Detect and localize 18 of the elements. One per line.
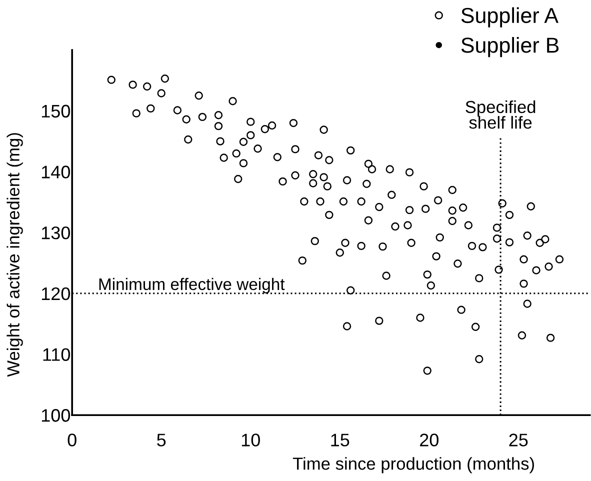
ref-line-label: Specified shelf life	[466, 100, 536, 129]
x-tick-label: 0	[68, 434, 76, 446]
y-tick-label: 120	[42, 287, 70, 300]
y-tick-label: 130	[42, 226, 70, 240]
x-tick-label: 20	[420, 434, 438, 446]
legend-label: Supplier B	[461, 37, 559, 58]
legend-label: Supplier A	[461, 7, 558, 28]
ref-line-label: Minimum effective weight	[99, 278, 285, 294]
y-tick-label: 150	[42, 104, 70, 118]
y-axis-title: Weight of active ingredient (mg)	[6, 133, 23, 377]
x-axis-title: Time since production (months)	[292, 457, 534, 474]
x-tick-label: 25	[509, 434, 528, 446]
y-tick-label: 110	[43, 348, 70, 361]
x-tick-label: 15	[331, 434, 350, 446]
x-tick-label: 5	[157, 434, 166, 446]
x-tick-label: 10	[242, 434, 260, 446]
y-tick-label: 140	[42, 166, 70, 178]
y-tick-label: 100	[42, 409, 70, 422]
